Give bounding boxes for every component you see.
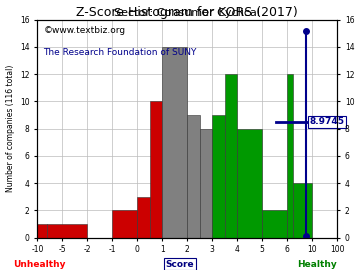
Text: Score: Score bbox=[166, 260, 194, 269]
Bar bbox=[237, 129, 262, 238]
Bar bbox=[150, 102, 162, 238]
Bar bbox=[187, 115, 200, 238]
Y-axis label: Number of companies (116 total): Number of companies (116 total) bbox=[5, 65, 14, 192]
Text: Unhealthy: Unhealthy bbox=[13, 260, 66, 269]
Text: Sector: Consumer Cyclical: Sector: Consumer Cyclical bbox=[114, 8, 260, 18]
Bar bbox=[212, 115, 225, 238]
Bar bbox=[162, 47, 187, 238]
Bar bbox=[293, 183, 312, 238]
Bar bbox=[12, 224, 48, 238]
Bar bbox=[262, 210, 287, 238]
Title: Z-Score Histogram for KORS (2017): Z-Score Histogram for KORS (2017) bbox=[76, 6, 298, 19]
Bar bbox=[137, 197, 150, 238]
Bar bbox=[225, 74, 237, 238]
Bar bbox=[112, 210, 137, 238]
Text: The Research Foundation of SUNY: The Research Foundation of SUNY bbox=[43, 48, 197, 57]
Text: 8.9745: 8.9745 bbox=[310, 117, 345, 126]
Text: ©www.textbiz.org: ©www.textbiz.org bbox=[43, 26, 126, 35]
Text: Healthy: Healthy bbox=[297, 260, 337, 269]
Bar bbox=[200, 129, 212, 238]
Bar bbox=[287, 74, 293, 238]
Bar bbox=[48, 224, 87, 238]
